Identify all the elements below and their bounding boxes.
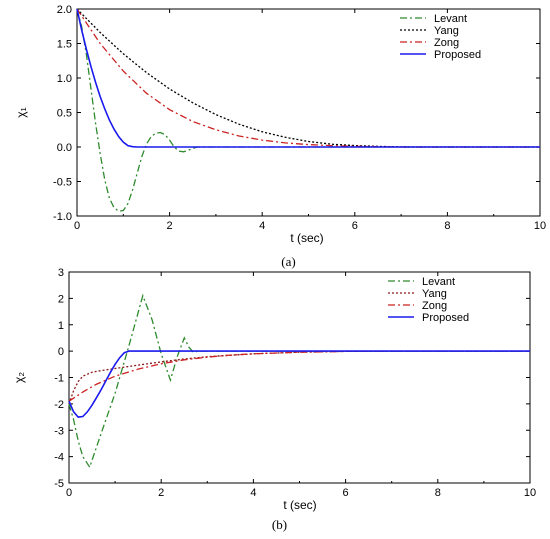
plot-frame [68, 271, 531, 484]
x-tick-label: 10 [534, 220, 546, 232]
x-tick-label: 8 [444, 220, 450, 232]
x-tick-label: 4 [259, 220, 265, 232]
series-line-yang [76, 8, 540, 148]
legend-label-yang: Yang [422, 288, 447, 300]
series-line-yang [68, 350, 530, 405]
x-tick-label: 2 [167, 220, 173, 232]
y-axis-label: χ₁ [14, 107, 28, 117]
y-axis-label: χ₂ [12, 372, 26, 383]
series-line-zong [68, 350, 530, 402]
series-line-zong [76, 8, 540, 148]
y-tick-label: 1.5 [57, 39, 72, 51]
y-tick-label: 2.0 [57, 4, 72, 16]
y-tick-label: -4 [54, 452, 64, 464]
x-tick-label: 8 [435, 487, 441, 499]
series-line-proposed [68, 350, 530, 418]
y-tick-label: -0.5 [53, 177, 72, 189]
x-tick-label: 6 [343, 487, 349, 499]
series-line-proposed [76, 8, 540, 148]
legend-label-yang: Yang [434, 25, 459, 37]
y-tick-label: 0 [58, 346, 64, 358]
x-tick-label: 6 [352, 220, 358, 232]
legend-label-proposed: Proposed [434, 49, 481, 61]
legend-label-zong: Zong [434, 37, 459, 49]
legend-label-zong: Zong [422, 300, 447, 312]
series-line-levant [68, 293, 530, 469]
y-tick-label: 3 [58, 267, 64, 279]
y-tick-label: -1.0 [53, 211, 72, 223]
y-tick-label: -3 [54, 425, 64, 437]
x-axis-label: t (sec) [283, 498, 316, 512]
legend-label-levant: Levant [434, 13, 467, 25]
legend-label-proposed: Proposed [422, 312, 469, 324]
panel-caption: (b) [272, 517, 287, 532]
y-tick-label: 0.5 [57, 108, 72, 120]
y-tick-label: -5 [54, 478, 64, 490]
plot-frame [76, 8, 541, 217]
x-tick-label: 4 [250, 487, 256, 499]
x-tick-label: 2 [158, 487, 164, 499]
y-tick-label: 0.0 [57, 142, 72, 154]
x-tick-label: 0 [74, 220, 80, 232]
x-tick-label: 0 [66, 487, 72, 499]
y-tick-label: 2 [58, 293, 64, 305]
series-line-levant [76, 8, 540, 212]
chart-panel-a: 0 2 4 6 8 10 2.0 1.5 1.0 0.5 0.0 -0.5 -1.0 t (sec) χ₁ (… [14, 4, 546, 269]
y-tick-label: 1 [58, 320, 64, 332]
x-axis-label: t (sec) [290, 231, 323, 245]
legend-label-levant: Levant [422, 276, 455, 288]
y-tick-label: -1 [54, 373, 64, 385]
y-tick-label: -2 [54, 399, 64, 411]
panel-caption: (a) [281, 254, 295, 269]
y-tick-label: 1.0 [57, 73, 72, 85]
x-tick-label: 10 [524, 487, 536, 499]
